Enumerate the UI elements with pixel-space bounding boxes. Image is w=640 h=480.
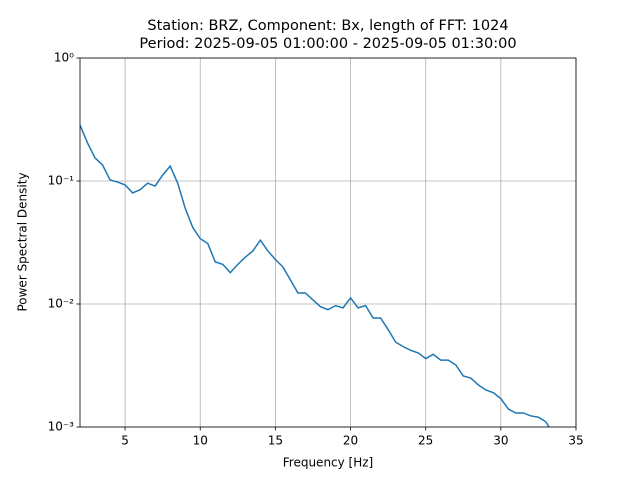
y-tick-label: 10⁻³ (48, 420, 75, 434)
x-tick-label: 15 (268, 434, 283, 448)
x-tick-label: 25 (418, 434, 433, 448)
x-tick-label: 5 (121, 434, 129, 448)
x-axis-label: Frequency [Hz] (283, 456, 374, 470)
x-tick-label: 20 (343, 434, 358, 448)
data-line (80, 124, 550, 427)
plot-frame (79, 57, 577, 428)
chart-title: Station: BRZ, Component: Bx, length of F… (147, 18, 508, 34)
y-axis-label: Power Spectral Density (16, 172, 30, 311)
y-tick-label: 10⁰ (54, 51, 74, 65)
x-tick-label: 30 (493, 434, 508, 448)
y-tick-label: 10⁻¹ (48, 174, 75, 188)
chart-title: Period: 2025-09-05 01:00:00 - 2025-09-05… (139, 36, 516, 52)
y-tick-label: 10⁻² (48, 297, 75, 311)
x-tick-label: 10 (193, 434, 208, 448)
x-tick-label: 35 (568, 434, 583, 448)
